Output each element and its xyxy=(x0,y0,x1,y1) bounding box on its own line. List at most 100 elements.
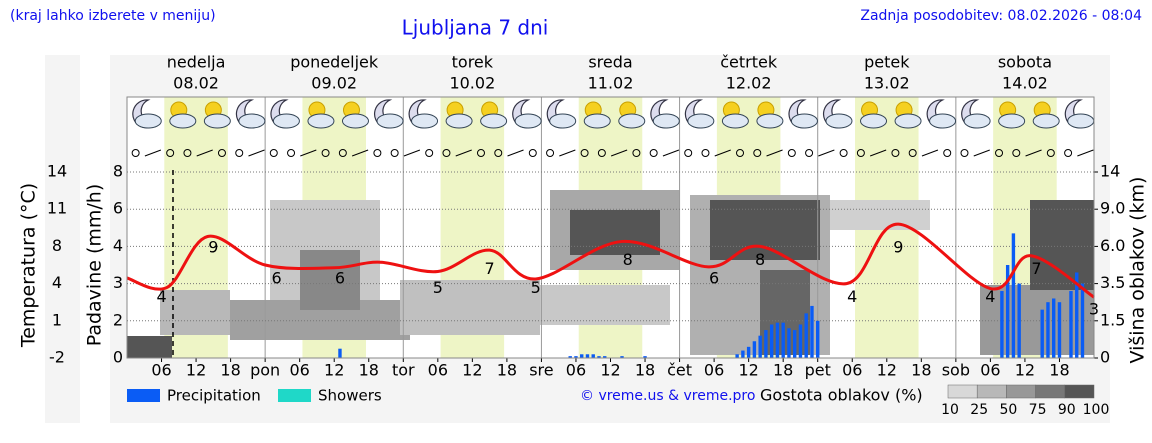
day-name: četrtek xyxy=(720,53,778,72)
cloud-icon xyxy=(583,113,611,129)
precip-bar xyxy=(1080,283,1085,358)
wind-barb xyxy=(144,149,162,157)
cloud-blob xyxy=(300,250,360,310)
cloud-icon xyxy=(1032,113,1060,129)
precip-axis-title: Padavine (mm/h) xyxy=(84,184,106,347)
x-tick-label: 06 xyxy=(151,361,171,380)
cloud-tick-label: 1.5 xyxy=(1100,310,1125,329)
precip-tick-label: 3 xyxy=(113,273,123,292)
x-tick-label: 06 xyxy=(842,361,862,380)
x-tick-label: 18 xyxy=(911,361,931,380)
cloud-blob xyxy=(830,200,930,230)
wind-barb xyxy=(973,149,990,157)
x-tick-label: 18 xyxy=(635,361,655,380)
wind-calm xyxy=(131,149,140,157)
density-swatch xyxy=(1064,384,1095,399)
wind-barb xyxy=(1077,149,1094,157)
cloud-icon xyxy=(825,113,853,129)
density-title: Gostota oblakov (%) xyxy=(760,386,923,405)
temp-tick-label: 14 xyxy=(47,162,67,181)
cloud-icon xyxy=(549,113,577,129)
wind-barb xyxy=(196,149,213,157)
precip-bar xyxy=(1075,272,1079,358)
precip-bar xyxy=(804,313,808,358)
cloud-tick-label: 3.5 xyxy=(1100,273,1125,292)
legend-label: Precipitation xyxy=(167,387,261,405)
density-swatch xyxy=(976,384,1007,399)
cloud-icon xyxy=(480,113,508,129)
temperature-label: 6 xyxy=(335,269,345,288)
wind-calm xyxy=(338,149,347,157)
wind-calm xyxy=(183,149,192,157)
temp-tick-label: 1 xyxy=(52,310,62,329)
cloud-tick-label: 6.0 xyxy=(1100,236,1125,255)
wind-calm xyxy=(701,149,710,157)
temperature-label: 7 xyxy=(1031,259,1041,278)
cloud-icon xyxy=(652,113,680,129)
cloud-icon xyxy=(341,113,369,129)
cloud-icon xyxy=(998,113,1026,129)
temp-tick-label: 8 xyxy=(52,236,62,255)
temperature-label: 4 xyxy=(985,287,995,306)
precip-bar xyxy=(620,356,624,358)
wind-calm xyxy=(960,149,969,157)
day-date: 14.02 xyxy=(1002,74,1048,93)
wind-calm xyxy=(442,149,451,157)
precip-bar xyxy=(758,335,762,358)
wind-barb xyxy=(714,149,731,157)
precip-bar xyxy=(338,348,342,358)
density-swatch xyxy=(1006,384,1036,399)
day-date: 12.02 xyxy=(726,74,772,93)
precip-bar xyxy=(810,305,814,358)
temp-axis-title: Temperatura (°C) xyxy=(18,183,40,348)
day-date: 08.02 xyxy=(173,74,219,93)
cloud-blob xyxy=(540,285,670,325)
temp-tick-label: 11 xyxy=(47,199,67,218)
x-tick-label: 12 xyxy=(1015,361,1035,380)
day-date: 13.02 xyxy=(864,74,910,93)
density-swatch xyxy=(1035,384,1066,399)
precip-bar xyxy=(741,350,745,358)
day-date: 11.02 xyxy=(588,74,634,93)
wind-calm xyxy=(546,149,555,157)
cloud-icon xyxy=(411,113,439,129)
wind-calm xyxy=(425,149,434,157)
x-tick-label: 12 xyxy=(324,361,344,380)
precip-bar xyxy=(1000,291,1004,358)
precip-bar xyxy=(1040,309,1044,358)
day-date: 10.02 xyxy=(449,74,495,93)
density-level: 10 xyxy=(941,402,959,418)
updated: Zadnja posodobitev: 08.02.2026 - 08:04 xyxy=(860,8,1142,24)
precip-bar xyxy=(603,356,607,358)
x-tick-label: tor xyxy=(392,361,415,380)
wind-calm xyxy=(805,149,814,157)
cloud-icon xyxy=(514,113,542,129)
cloud-blob xyxy=(400,280,540,335)
x-tick-label: 12 xyxy=(186,361,206,380)
precip-tick-label: 0 xyxy=(113,348,123,367)
temp-tick-label: -2 xyxy=(49,348,65,367)
wind-calm xyxy=(373,149,382,157)
wind-calm xyxy=(787,149,796,157)
wind-barb xyxy=(921,149,939,157)
plot-frame xyxy=(126,96,1095,359)
wind-barb xyxy=(766,149,783,157)
cloud-icon xyxy=(376,113,404,129)
wind-calm xyxy=(649,149,658,157)
wind-calm xyxy=(217,149,226,157)
wind-barb xyxy=(610,149,628,157)
wind-calm xyxy=(1046,149,1055,157)
precip-tick-label: 2 xyxy=(113,310,123,329)
x-tick-label: 18 xyxy=(1049,361,1069,380)
precip-bar xyxy=(787,328,791,358)
wind-calm xyxy=(580,149,589,157)
precip-bar xyxy=(752,341,757,358)
wind-calm xyxy=(166,149,175,157)
data-marks xyxy=(126,222,1095,358)
temperature-label: 6 xyxy=(709,269,719,288)
cloud-icon xyxy=(169,113,197,129)
wind-barb xyxy=(1025,149,1042,157)
cloud-icon xyxy=(756,113,784,129)
precip-bar xyxy=(764,330,768,358)
cloud-blob xyxy=(127,336,172,358)
